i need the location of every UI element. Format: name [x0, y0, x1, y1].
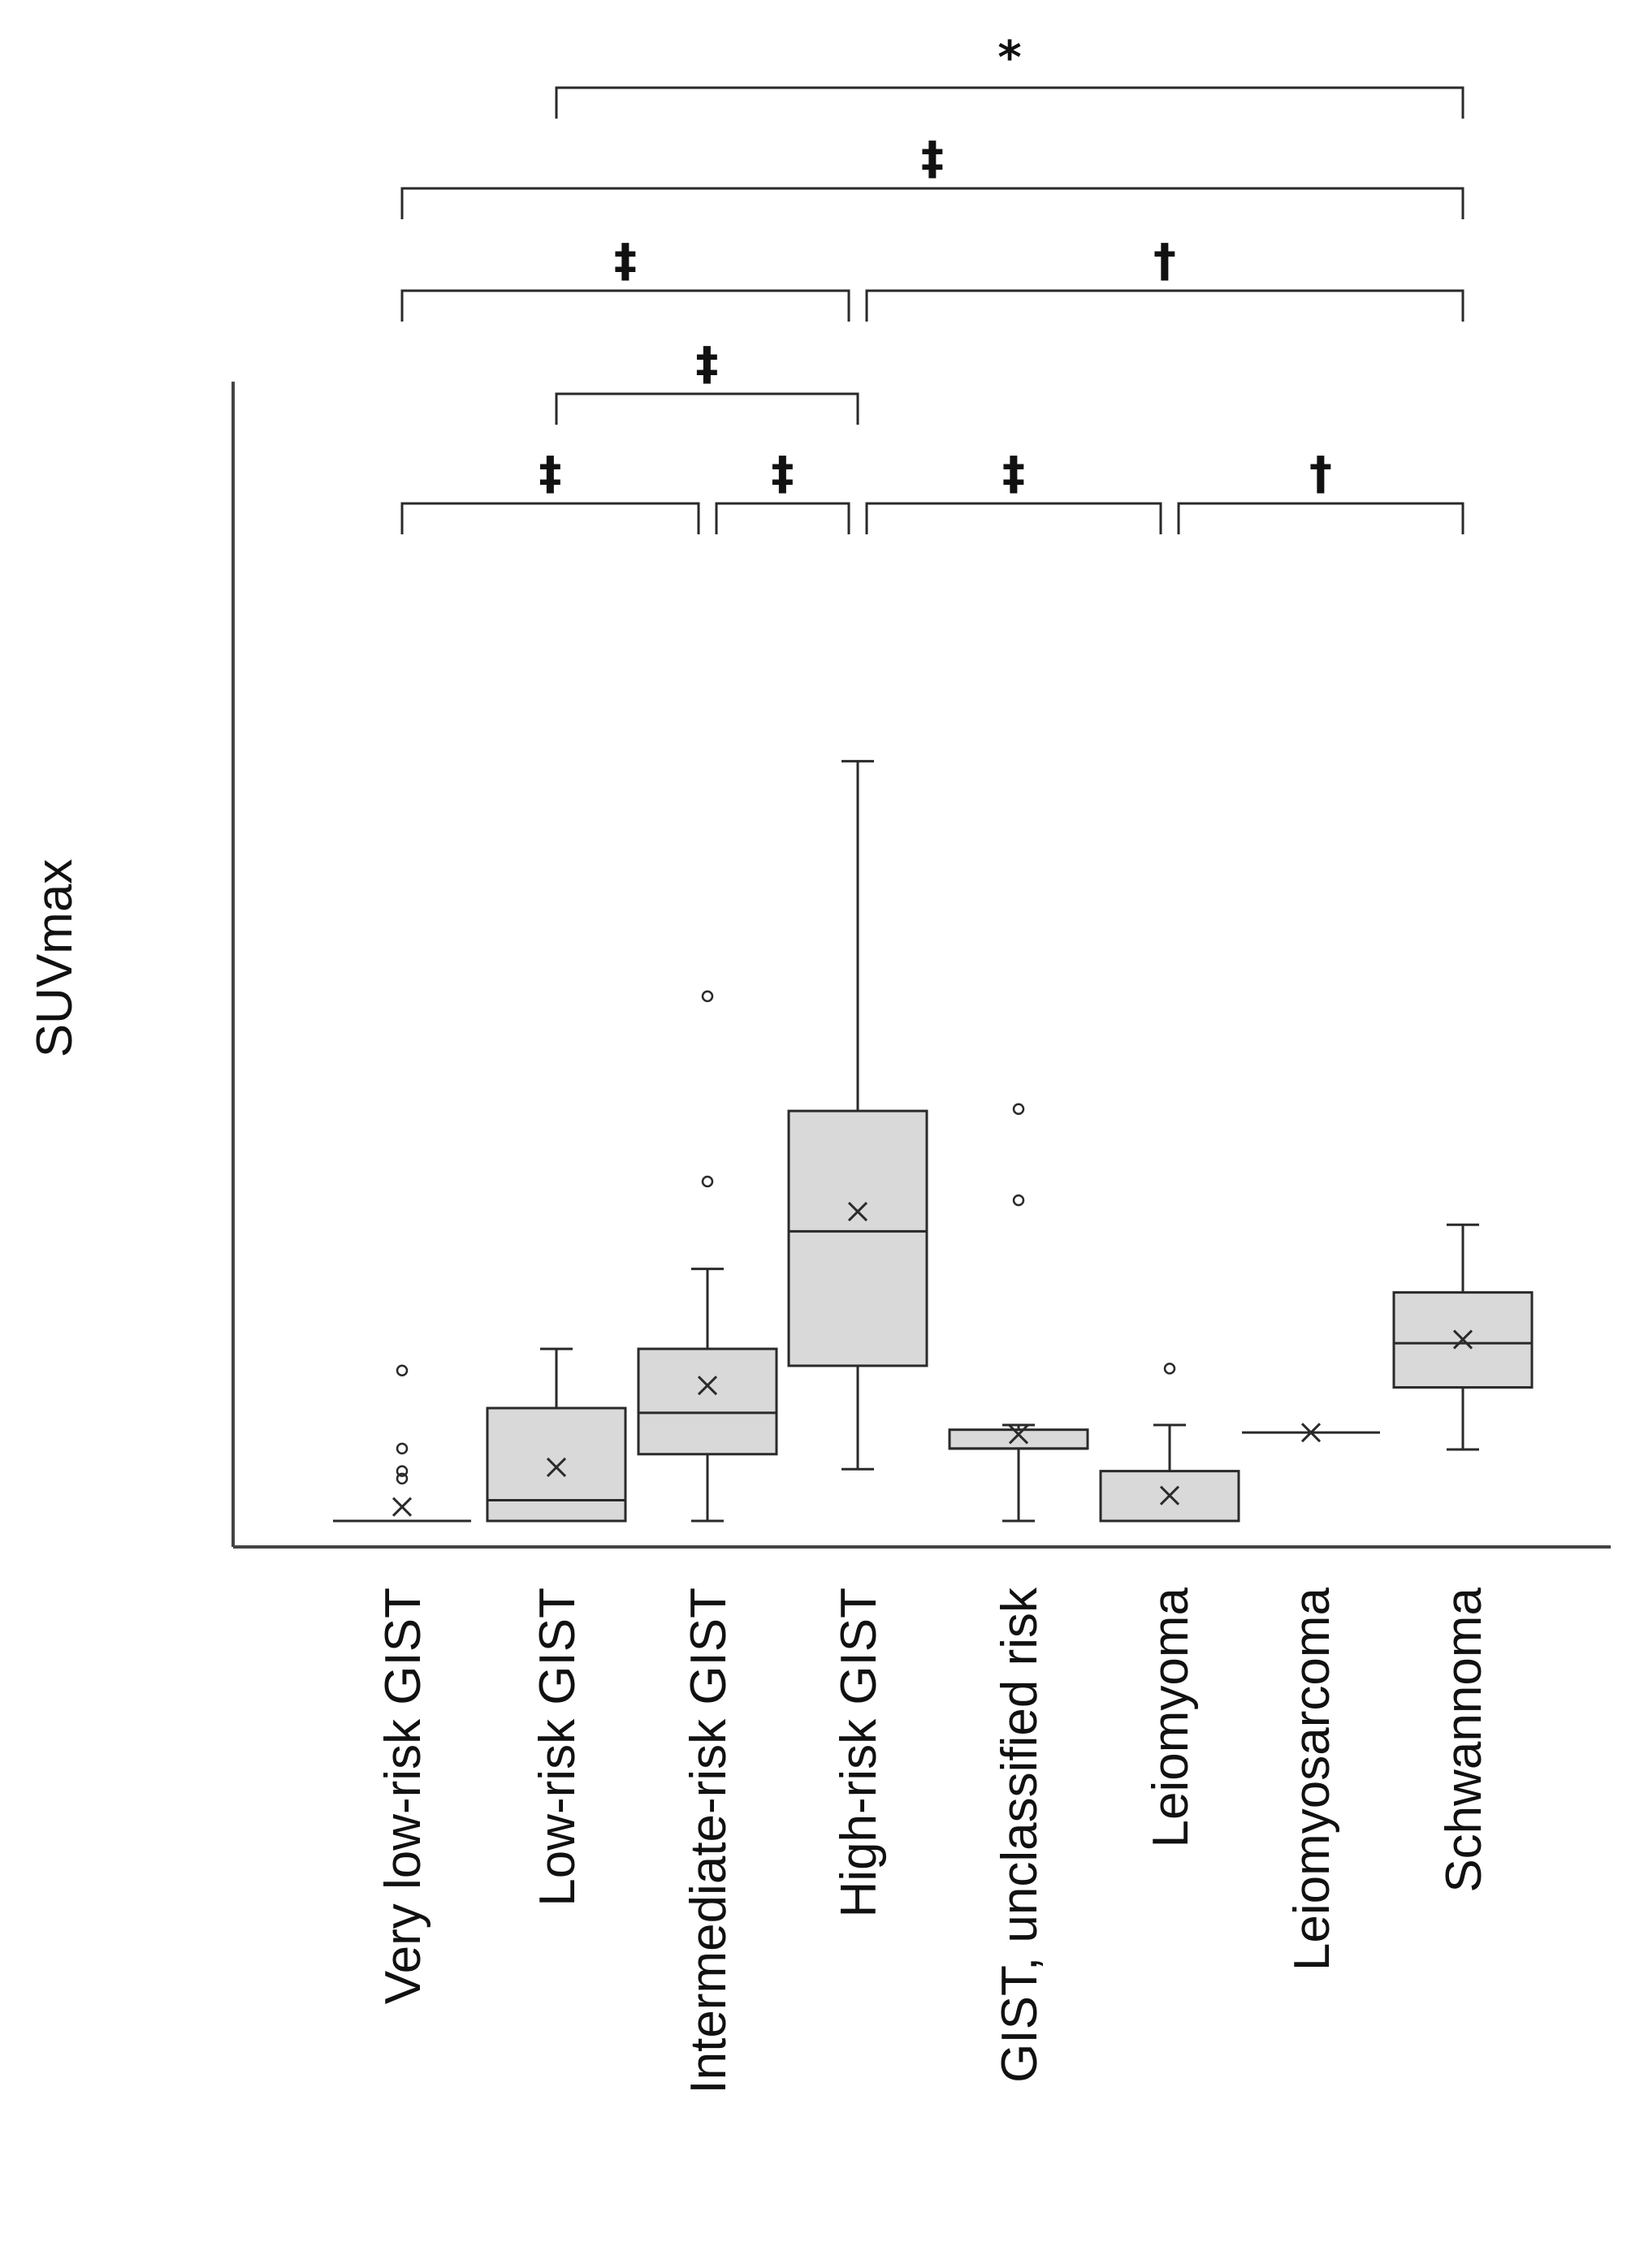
outlier-point [1163, 1363, 1176, 1375]
box-group [1242, 1423, 1380, 1443]
significance-bracket: † [1177, 447, 1464, 534]
plot-area [333, 759, 1534, 1523]
bracket-line [715, 502, 850, 534]
significance-bracket: * [555, 32, 1464, 119]
bracket-line [865, 502, 1162, 534]
box-group [333, 1364, 471, 1523]
x-tick-label: Low-risk GIST [530, 1588, 586, 1907]
significance-symbol: ‡ [1002, 447, 1025, 500]
significance-bracket: ‡ [715, 447, 850, 534]
mean-marker [1300, 1423, 1322, 1443]
significance-bracket: ‡ [400, 447, 700, 534]
outlier-point [701, 990, 714, 1003]
box-iqr [787, 1109, 928, 1367]
box-group [948, 1103, 1089, 1523]
box-group [637, 990, 778, 1523]
x-tick-label: GIST, unclassified risk [992, 1587, 1048, 2083]
box-iqr [486, 1406, 627, 1523]
bracket-line [1177, 502, 1464, 534]
x-tick-label: Very low-risk GIST [375, 1588, 431, 2004]
box-group [1099, 1363, 1240, 1523]
significance-bracket: ‡ [865, 447, 1162, 534]
mean-marker [1452, 1329, 1473, 1350]
significance-symbol: ‡ [772, 447, 794, 500]
bracket-line [400, 502, 700, 534]
significance-symbol: ‡ [539, 447, 562, 500]
mean-marker [697, 1376, 718, 1396]
category-labels: Very low-risk GIST Low-risk GIST Intermedi… [375, 1587, 1492, 2094]
outlier-point [701, 1175, 714, 1188]
significance-bracket: † [865, 235, 1464, 322]
significance-brackets: ‡ ‡ ‡ † ‡ ‡ † ‡ * [400, 32, 1464, 534]
outlier-point [396, 1364, 409, 1376]
mean-marker [546, 1457, 567, 1478]
outlier-point [1012, 1194, 1025, 1207]
mean-marker [1159, 1485, 1180, 1506]
bracket-line [555, 86, 1464, 119]
bracket-line [400, 187, 1464, 219]
significance-bracket: ‡ [400, 235, 850, 322]
x-tick-label: High-risk GIST [831, 1588, 887, 1917]
box-group [486, 1347, 627, 1523]
box-group [787, 759, 928, 1471]
outlier-point [396, 1472, 409, 1485]
x-tick-label: Leiomyoma [1143, 1587, 1199, 1847]
significance-bracket: ‡ [400, 132, 1464, 219]
significance-symbol: ‡ [696, 338, 719, 391]
box-iqr [948, 1428, 1089, 1450]
significance-symbol: † [1309, 447, 1332, 500]
y-axis-label: SUVmax [27, 859, 83, 1058]
bracket-line [865, 289, 1464, 322]
significance-symbol: ‡ [614, 235, 637, 287]
bracket-line [400, 289, 850, 322]
outlier-point [396, 1442, 409, 1455]
box-iqr [637, 1347, 778, 1456]
x-tick-label: Leiomyosarcoma [1284, 1587, 1340, 1971]
bracket-line [555, 392, 859, 425]
significance-bracket: ‡ [555, 338, 859, 425]
significance-symbol: ‡ [921, 132, 944, 185]
significance-symbol: * [997, 32, 1021, 84]
outlier-point [1012, 1103, 1025, 1116]
box-group [1392, 1223, 1534, 1451]
x-tick-label: Schwannoma [1436, 1587, 1492, 1892]
mean-marker [847, 1201, 868, 1222]
outlier-point [396, 1465, 409, 1477]
significance-symbol: † [1153, 235, 1176, 287]
mean-marker [392, 1497, 413, 1517]
mean-marker [1008, 1424, 1029, 1445]
x-tick-label: Intermediate-risk GIST [681, 1588, 737, 2094]
